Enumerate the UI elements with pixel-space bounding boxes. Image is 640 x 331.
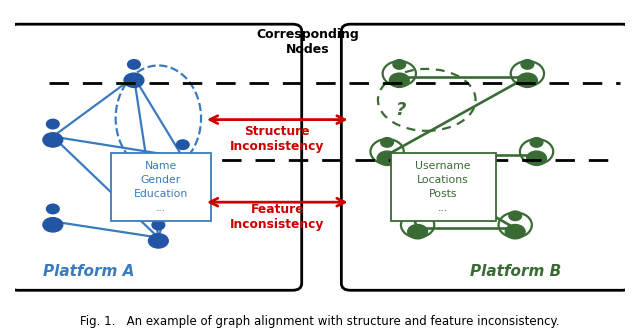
- Ellipse shape: [389, 73, 409, 87]
- Ellipse shape: [518, 73, 538, 87]
- FancyBboxPatch shape: [111, 153, 211, 221]
- Circle shape: [47, 119, 59, 129]
- Text: Name
Gender
Education
...: Name Gender Education ...: [134, 161, 188, 213]
- Circle shape: [509, 211, 522, 220]
- Ellipse shape: [527, 151, 547, 166]
- Text: Username
Locations
Posts
...: Username Locations Posts ...: [415, 161, 471, 213]
- Ellipse shape: [377, 151, 397, 166]
- Circle shape: [177, 140, 189, 150]
- FancyBboxPatch shape: [391, 153, 496, 221]
- Text: Feature
Inconsistency: Feature Inconsistency: [230, 203, 324, 231]
- Circle shape: [47, 204, 59, 214]
- Ellipse shape: [43, 133, 63, 147]
- Ellipse shape: [124, 73, 144, 87]
- Text: Fig. 1.   An example of graph alignment with structure and feature inconsistency: Fig. 1. An example of graph alignment wi…: [80, 315, 560, 328]
- Text: Platform B: Platform B: [470, 263, 561, 278]
- Ellipse shape: [408, 224, 428, 239]
- FancyBboxPatch shape: [9, 24, 301, 290]
- Ellipse shape: [148, 234, 168, 248]
- Ellipse shape: [506, 224, 525, 239]
- Text: Corresponding
Nodes: Corresponding Nodes: [257, 27, 359, 56]
- Ellipse shape: [173, 153, 193, 168]
- Circle shape: [530, 138, 543, 147]
- Text: Platform A: Platform A: [42, 263, 134, 278]
- Circle shape: [127, 60, 140, 69]
- FancyBboxPatch shape: [341, 24, 631, 290]
- Text: Structure
Inconsistency: Structure Inconsistency: [230, 125, 324, 153]
- Circle shape: [152, 220, 164, 230]
- Circle shape: [393, 60, 406, 69]
- Circle shape: [381, 138, 394, 147]
- Circle shape: [521, 60, 534, 69]
- Text: ?: ?: [396, 101, 406, 119]
- Circle shape: [412, 211, 424, 220]
- Ellipse shape: [43, 218, 63, 232]
